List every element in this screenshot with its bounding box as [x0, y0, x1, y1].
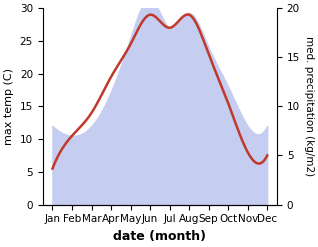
Y-axis label: max temp (C): max temp (C)	[4, 68, 14, 145]
X-axis label: date (month): date (month)	[113, 230, 206, 243]
Y-axis label: med. precipitation (kg/m2): med. precipitation (kg/m2)	[304, 36, 314, 176]
